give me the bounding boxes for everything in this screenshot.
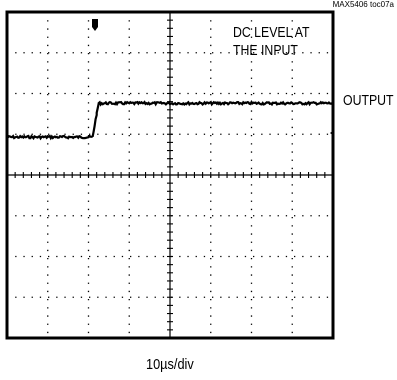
figure-id: MAX5406 toc07a (332, 0, 394, 9)
output-label: OUTPUT (343, 92, 394, 109)
output-trace (6, 100, 334, 141)
ground-marker (330, 130, 334, 136)
trigger-marker (92, 19, 98, 31)
x-scale-label: 10µs/div (146, 356, 194, 373)
plot-frame (5, 10, 335, 340)
annotation-dc-level: DC LEVEL AT (233, 24, 310, 41)
annotation-the-input: THE INPUT (233, 42, 298, 59)
grid (6, 11, 334, 339)
